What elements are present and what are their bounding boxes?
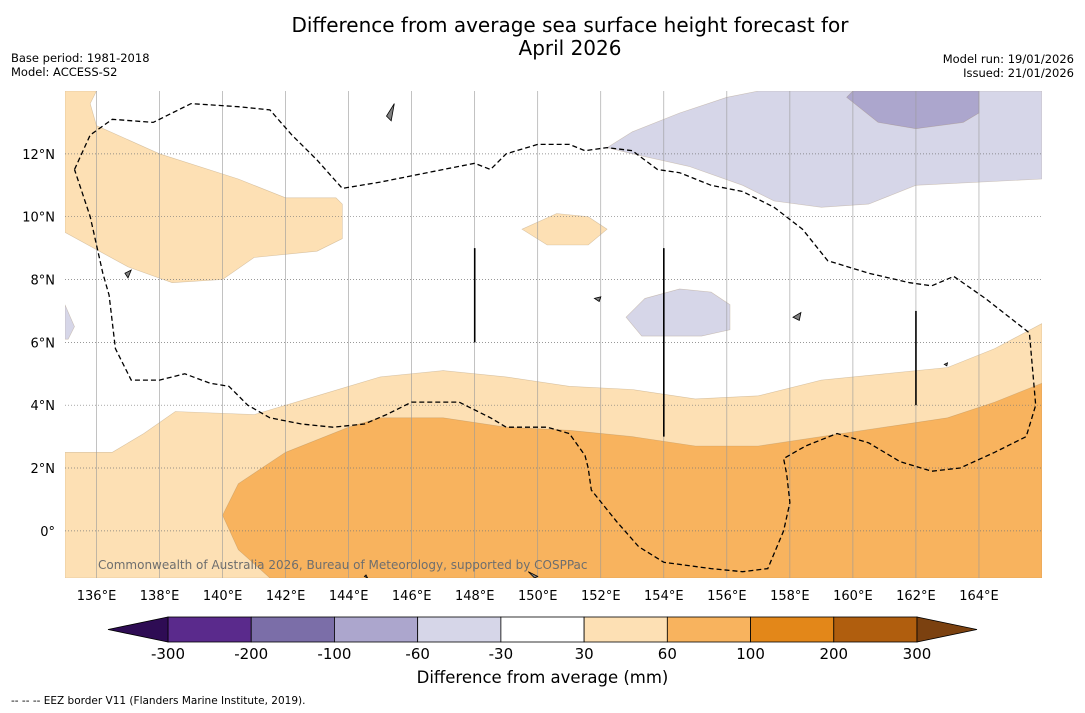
island-7 [363, 574, 369, 578]
title-line-2: April 2026 [518, 36, 622, 60]
colorbar-segment-8 [833, 616, 918, 643]
x-tick-label-6: 148°E [455, 589, 495, 604]
colorbar-segment-3 [417, 616, 502, 643]
island-2 [792, 311, 802, 321]
x-tick-label-1: 138°E [140, 589, 180, 604]
x-tick-label-3: 142°E [266, 589, 306, 604]
y-tick-label-1: 2°N [31, 462, 56, 477]
colorbar-segment-7 [750, 616, 835, 643]
x-tick-label-4: 144°E [329, 589, 369, 604]
colorbar-segment-2 [334, 616, 419, 643]
x-tick-label-0: 136°E [77, 589, 117, 604]
x-tick-label-10: 156°E [707, 589, 747, 604]
eez-note: -- -- -- EEZ border V11 (Flanders Marine… [11, 695, 306, 707]
x-tick-label-12: 160°E [833, 589, 873, 604]
y-tick-label-2: 4°N [31, 399, 56, 414]
colorbar-segment-1 [250, 616, 335, 643]
colorbar-segment-0 [167, 616, 252, 643]
island-0 [45, 292, 56, 303]
meta-right: Model run: 19/01/2026 Issued: 21/01/2026 [943, 52, 1074, 80]
colorbar-tick-3: -60 [405, 645, 430, 663]
colorbar-label: Difference from average (mm) [416, 668, 669, 687]
credit-text: Commonwealth of Australia 2026, Bureau o… [98, 558, 588, 572]
colorbar-segment-5 [583, 616, 668, 643]
x-tick-label-14: 164°E [959, 589, 999, 604]
colorbar-tick-2: -100 [317, 645, 351, 663]
colorbar-tick-4: -30 [489, 645, 514, 663]
colorbar-segment-6 [666, 616, 751, 643]
y-tick-label-4: 8°N [31, 274, 56, 289]
colorbar-under-arrow [107, 616, 169, 643]
x-tick-label-13: 162°E [896, 589, 936, 604]
issued-date: Issued: 21/01/2026 [963, 66, 1074, 80]
eez-border-line [73, 102, 1037, 573]
island-3 [124, 269, 132, 279]
colorbar-tick-8: 200 [819, 645, 848, 663]
model-name: Model: ACCESS-S2 [11, 65, 118, 79]
y-tick-label-6: 12°N [22, 148, 55, 163]
y-tick-label-0: 0° [40, 525, 55, 540]
chart-title: Difference from average sea surface heig… [0, 14, 1085, 60]
colorbar-segment-4 [500, 616, 585, 643]
colorbar-tick-5: 30 [575, 645, 594, 663]
anomaly-region-3 [521, 213, 608, 246]
colorbar-tick-7: 100 [736, 645, 765, 663]
colorbar-over-arrow [916, 616, 978, 643]
colorbar-tick-0: -300 [151, 645, 185, 663]
island-1 [385, 103, 395, 122]
anomaly-region-7 [625, 288, 731, 337]
x-tick-label-5: 146°E [392, 589, 432, 604]
anomaly-region-6 [846, 91, 980, 130]
x-tick-label-9: 154°E [644, 589, 684, 604]
plot-area: 136°E 138°E 140°E 142°E 144°E 146°E 148°E 150°E… [22, 91, 1042, 604]
colorbar: -300 -200 -100 -60 -30 30 60 100 200 300 [107, 616, 978, 663]
model-run: Model run: 19/01/2026 [942, 52, 1074, 66]
colorbar-tick-9: 300 [903, 645, 932, 663]
colorbar-tick-1: -200 [234, 645, 268, 663]
island-6 [528, 571, 539, 578]
island-4 [593, 296, 602, 303]
x-tick-label-7: 150°E [518, 589, 558, 604]
y-tick-label-5: 10°N [22, 211, 55, 226]
island-5 [943, 362, 949, 367]
plot-clip-group [45, 91, 1042, 578]
meta-left: Base period: 1981-2018 Model: ACCESS-S2 [11, 51, 150, 79]
title-line-1: Difference from average sea surface heig… [291, 13, 849, 37]
x-tick-label-2: 140°E [203, 589, 243, 604]
y-tick-label-3: 6°N [31, 336, 56, 351]
base-period: Base period: 1981-2018 [11, 51, 150, 65]
anomaly-region-4 [65, 304, 75, 340]
x-tick-label-8: 152°E [581, 589, 621, 604]
anomaly-region-2 [65, 91, 343, 284]
x-tick-label-11: 158°E [770, 589, 810, 604]
colorbar-tick-6: 60 [658, 645, 677, 663]
